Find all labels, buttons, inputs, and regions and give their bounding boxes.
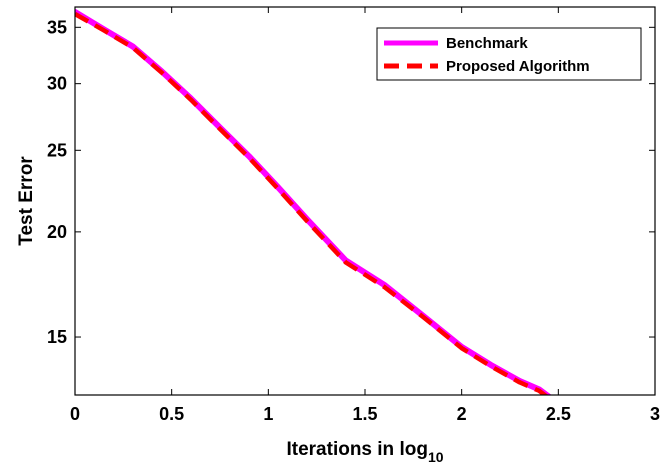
y-tick-label: 15 (47, 327, 67, 347)
x-axis-title: Iterations in log10 (286, 439, 443, 465)
y-tick-label: 30 (47, 74, 67, 94)
x-tick-label: 1 (263, 404, 273, 424)
x-tick-label: 3 (650, 404, 660, 424)
ticks-layer: 0 0.5 1 1.5 2 2.5 3 15 20 25 30 35 (47, 7, 660, 424)
x-tick-label: 2 (457, 404, 467, 424)
x-tick-label: 0 (70, 404, 80, 424)
y-tick-label: 35 (47, 17, 67, 37)
x-tick-label: 1.5 (352, 404, 377, 424)
x-axis-title-subscript: 10 (428, 449, 444, 465)
y-tick-label: 25 (47, 140, 67, 160)
y-axis-title: Test Error (16, 156, 37, 246)
legend: Benchmark Proposed Algorithm (376, 27, 642, 81)
y-tick-label: 20 (47, 222, 67, 242)
x-tick-label: 0.5 (159, 404, 184, 424)
legend-box (376, 27, 642, 81)
legend-label-proposed-algorithm: Proposed Algorithm (446, 58, 590, 75)
x-tick-label: 2.5 (546, 404, 571, 424)
legend-label-benchmark: Benchmark (446, 35, 528, 52)
series-layer (75, 8, 552, 395)
series-line-proposed-algorithm (75, 12, 549, 395)
